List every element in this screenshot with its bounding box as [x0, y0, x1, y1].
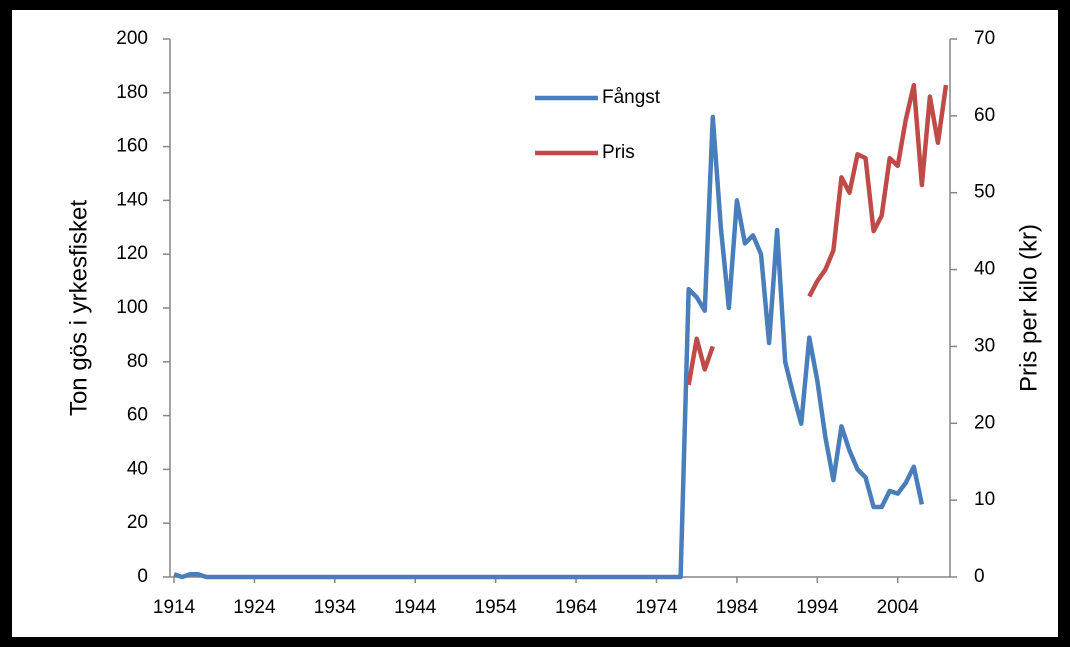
y2-tick-label: 50: [974, 182, 995, 203]
x-tick-label: 1914: [153, 597, 196, 618]
y2-tick-label: 10: [974, 489, 995, 510]
legend-label: Fångst: [602, 87, 661, 108]
chart-area: [12, 10, 1058, 637]
x-tick-label: 1974: [635, 597, 678, 618]
series-line: [686, 82, 949, 386]
x-tick-label: 1924: [233, 597, 276, 618]
y2-tick-label: 40: [974, 259, 995, 280]
y-tick-label: 160: [116, 136, 148, 157]
y2-tick-label: 70: [974, 28, 995, 49]
x-tick-label: 2004: [877, 597, 920, 618]
y-tick-label: 200: [116, 28, 148, 49]
y-axis-title: Ton gös i yrkesfisket: [65, 200, 92, 416]
y-tick-label: 120: [116, 243, 148, 264]
y2-tick-label: 60: [974, 105, 995, 126]
y-tick-label: 140: [116, 189, 148, 210]
y-tick-label: 0: [137, 566, 148, 587]
y2-tick-label: 30: [974, 335, 995, 356]
y2-tick-label: 0: [974, 566, 985, 587]
x-tick-label: 1934: [314, 597, 357, 618]
x-tick-label: 1984: [716, 597, 759, 618]
x-tick-label: 1954: [475, 597, 518, 618]
y-tick-label: 40: [127, 458, 148, 479]
x-tick-label: 1944: [394, 597, 437, 618]
y-tick-label: 100: [116, 297, 148, 318]
y-tick-label: 180: [116, 82, 148, 103]
y-tick-label: 60: [127, 405, 148, 426]
series-line: [173, 114, 925, 580]
x-tick-label: 1994: [796, 597, 839, 618]
y-tick-label: 80: [127, 351, 148, 372]
x-tick-label: 1964: [555, 597, 598, 618]
y2-axis-title: Pris per kilo (kr): [1015, 224, 1042, 392]
legend-label: Pris: [602, 142, 635, 163]
y-tick-label: 20: [127, 512, 148, 533]
y2-tick-label: 20: [974, 412, 995, 433]
